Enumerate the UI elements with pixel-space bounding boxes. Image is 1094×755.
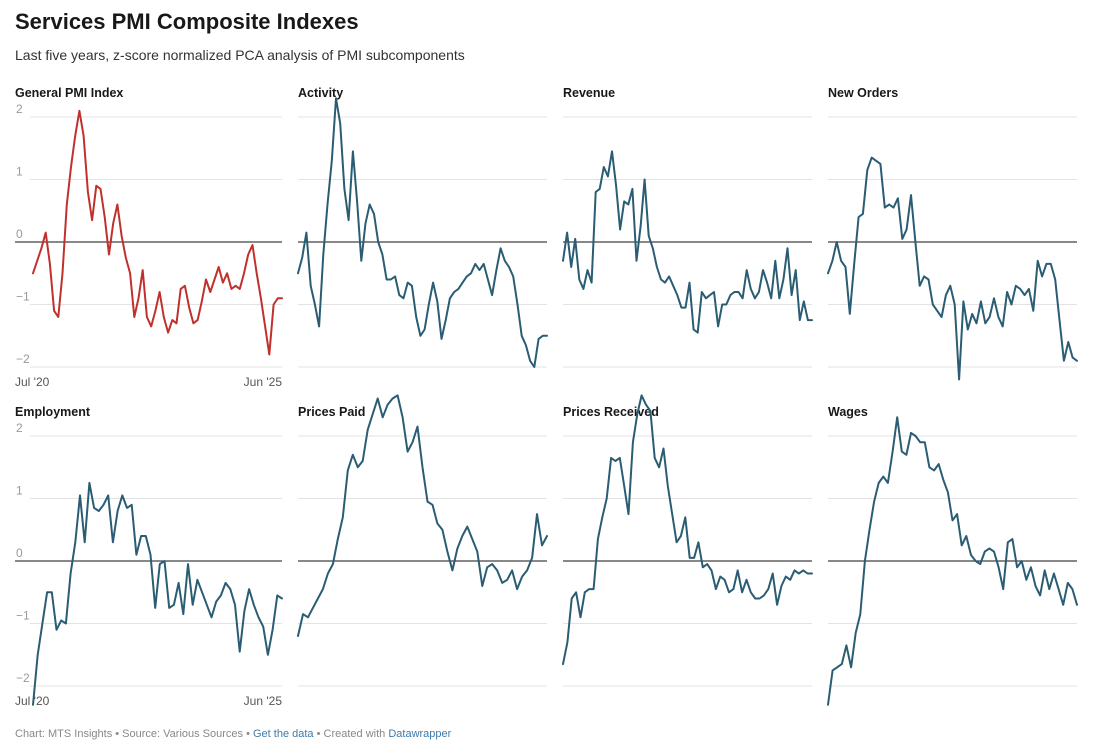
footer-separator: • <box>243 728 253 740</box>
y-tick-label: −2 <box>16 352 30 366</box>
y-tick-label: 2 <box>16 102 23 116</box>
footer-separator: • <box>313 728 324 740</box>
panel-title: Prices Paid <box>298 405 365 419</box>
footer-source: Source: Various Sources <box>122 728 244 740</box>
x-tick-label: Jun '25 <box>244 694 283 708</box>
y-tick-label: 1 <box>16 484 23 498</box>
chart-footer: Chart: MTS Insights • Source: Various So… <box>15 728 451 740</box>
get-the-data-link[interactable]: Get the data <box>253 728 314 740</box>
panel-title: Employment <box>15 405 91 419</box>
series-line <box>32 481 283 706</box>
y-tick-label: 0 <box>16 227 23 241</box>
y-tick-label: 0 <box>16 546 23 560</box>
y-tick-label: −1 <box>16 609 30 623</box>
series-line <box>32 109 283 356</box>
panel-title: Prices Received <box>563 405 659 419</box>
chart-title: Services PMI Composite Indexes <box>15 9 359 34</box>
y-tick-label: 1 <box>16 165 23 179</box>
footer-credit: Chart: MTS Insights <box>15 728 113 740</box>
series-line <box>297 394 548 637</box>
footer-separator: • <box>112 728 123 740</box>
series-line <box>562 394 813 666</box>
datawrapper-link[interactable]: Datawrapper <box>388 728 452 740</box>
series-line <box>827 156 1078 381</box>
footer-created-with: Created with <box>323 728 389 740</box>
y-tick-label: 2 <box>16 421 23 435</box>
series-line <box>297 97 548 368</box>
y-tick-label: −2 <box>16 671 30 685</box>
series-line <box>562 150 813 334</box>
y-tick-label: −1 <box>16 290 30 304</box>
panel-title: Revenue <box>563 86 615 100</box>
panel-title: Activity <box>298 86 343 100</box>
series-line <box>827 416 1078 706</box>
x-tick-label: Jul '20 <box>15 694 50 708</box>
panel-title: General PMI Index <box>15 86 123 100</box>
panel-title: Wages <box>828 405 868 419</box>
panel-title: New Orders <box>828 86 898 100</box>
x-tick-label: Jun '25 <box>244 375 283 389</box>
chart-subtitle: Last five years, z-score normalized PCA … <box>15 47 465 63</box>
x-tick-label: Jul '20 <box>15 375 50 389</box>
